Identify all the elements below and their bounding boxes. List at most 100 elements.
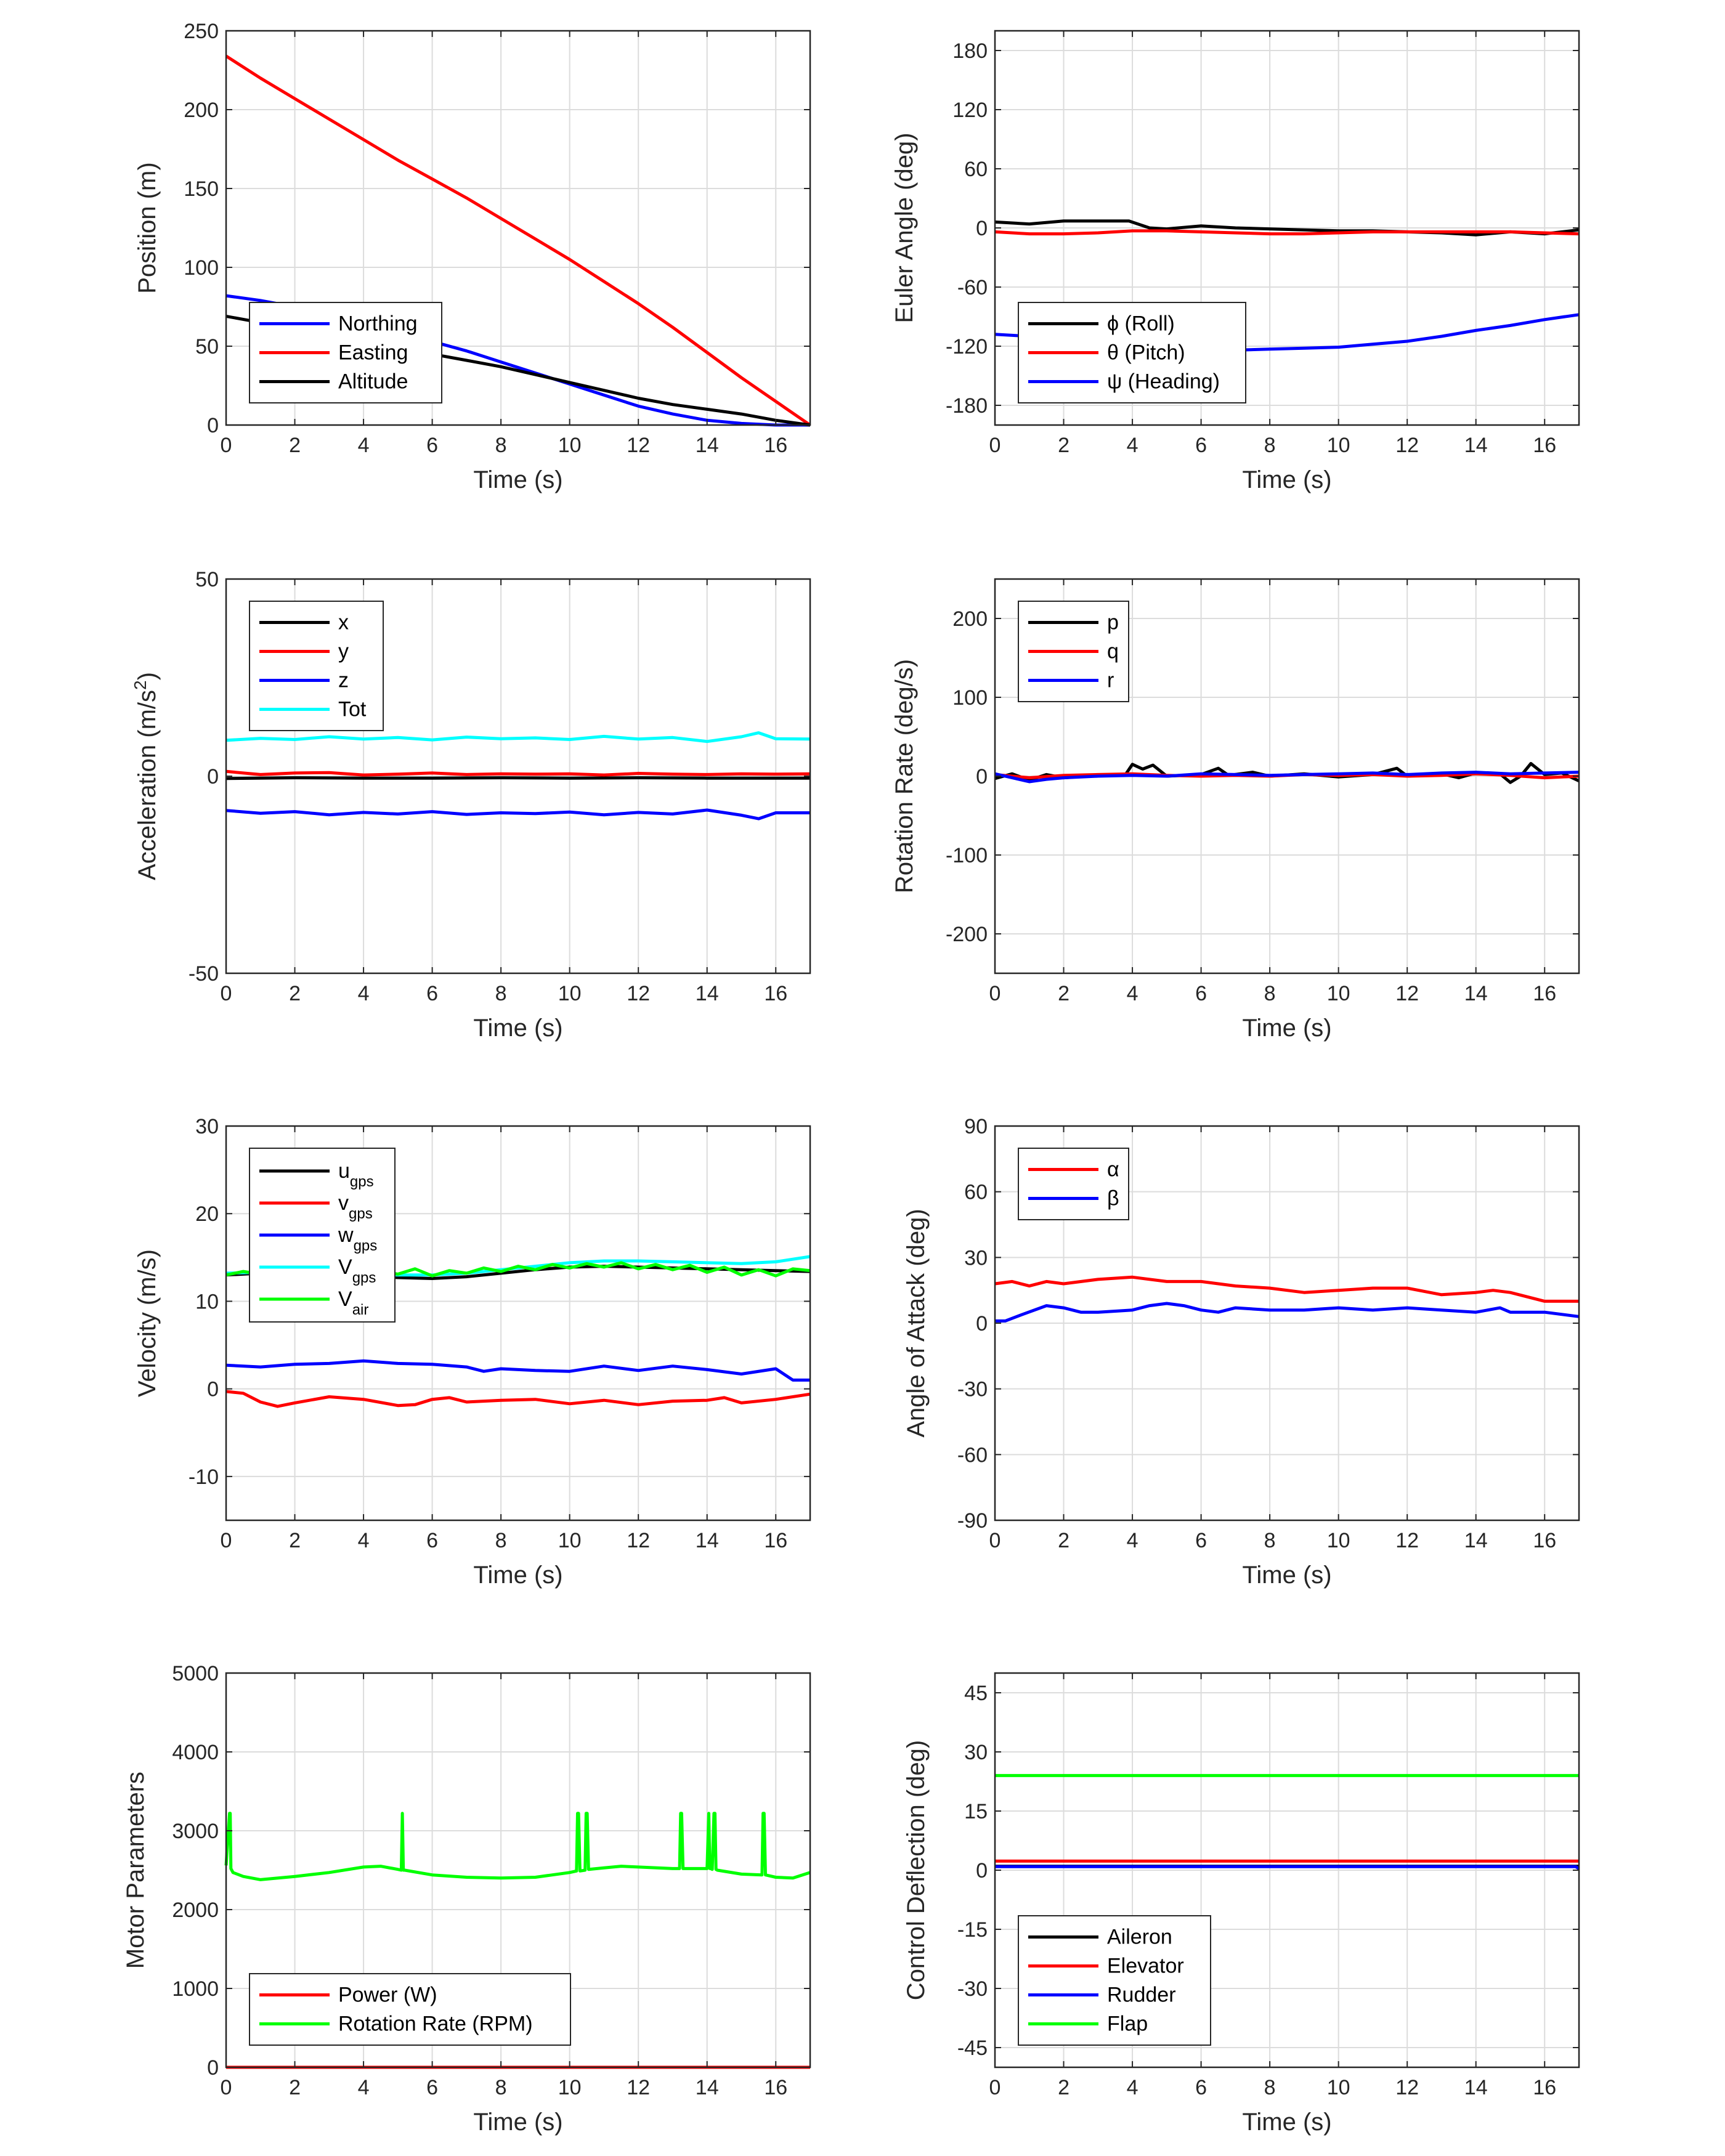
y-tick-label: -45	[957, 2036, 988, 2060]
legend-label: θ (Pitch)	[1107, 341, 1185, 365]
series-line-y	[225, 769, 811, 777]
legend: pqr	[1018, 601, 1129, 702]
y-axis-label-end: )	[134, 672, 161, 680]
legend-label: z	[338, 669, 349, 692]
x-tick-label: 10	[558, 434, 582, 457]
series-line-x	[225, 776, 810, 780]
x-tick-label: 14	[696, 434, 719, 457]
x-tick-label: 16	[1533, 434, 1556, 457]
legend-label-subscript: air	[352, 1302, 369, 1318]
chart-position: 0 2 4 6 8 10 12 14 16 0 50 100 150 200 250 Time (s) Posi…	[134, 20, 811, 493]
y-tick-label: 0	[976, 1312, 988, 1335]
y-tick-label: 0	[976, 217, 988, 240]
y-tick-label: 200	[184, 99, 219, 122]
x-tick-label: 4	[1127, 1529, 1138, 1552]
x-tick-label: 14	[696, 1529, 719, 1552]
y-tick-label: 2000	[172, 1899, 219, 1922]
x-tick-label: 0	[989, 434, 1001, 457]
legend: Power (W) Rotation Rate (RPM)	[249, 1973, 571, 2046]
x-axis-label: Time (s)	[1242, 2109, 1331, 2136]
y-tick-label: 120	[952, 99, 988, 122]
x-tick-label: 0	[989, 1529, 1001, 1552]
y-tick-label: -50	[189, 962, 219, 986]
x-tick-label: 10	[1327, 1529, 1350, 1552]
x-tick-label: 16	[1533, 1529, 1556, 1552]
x-axis-label: Time (s)	[1242, 466, 1331, 493]
legend-label: Northing	[338, 312, 418, 336]
legend: Aileron Elevator Rudder Flap	[1018, 1915, 1211, 2046]
legend-label: x	[338, 611, 349, 634]
y-tick-label: 0	[207, 414, 219, 437]
x-tick-label: 2	[289, 1529, 301, 1552]
y-tick-label: 30	[964, 1741, 988, 1764]
legend: xyz Tot	[249, 601, 384, 731]
x-tick-label: 16	[764, 2076, 787, 2099]
x-tick-label: 6	[426, 1529, 438, 1552]
y-tick-label: -120	[946, 335, 988, 359]
y-tick-label: 0	[976, 1859, 988, 1882]
y-tick-label: -200	[946, 923, 988, 946]
x-axis-label: Time (s)	[1242, 1562, 1331, 1589]
x-tick-label: 10	[1327, 434, 1350, 457]
legend-label: Easting	[338, 341, 408, 365]
legend-label-subscript: gps	[354, 1238, 378, 1254]
axes-box	[225, 1125, 811, 1522]
x-tick-label: 12	[627, 434, 650, 457]
legend-label: p	[1107, 611, 1119, 634]
x-tick-label: 6	[1195, 1529, 1207, 1552]
legend-label-subscript: gps	[349, 1206, 373, 1222]
legend: Northing Easting Altitude	[249, 302, 442, 403]
x-tick-label: 14	[1464, 2076, 1488, 2099]
legend-label: Power (W)	[338, 1984, 437, 2007]
y-tick-label: 0	[207, 1378, 219, 1401]
x-tick-label: 8	[1264, 2076, 1276, 2099]
x-tick-label: 12	[627, 982, 650, 1005]
x-tick-label: 14	[1464, 1529, 1488, 1552]
y-tick-label: 60	[964, 1181, 988, 1204]
x-tick-label: 0	[221, 1529, 232, 1552]
series-line--roll-	[994, 219, 1580, 237]
x-tick-label: 10	[558, 1529, 582, 1552]
y-tick-label: -100	[946, 844, 988, 867]
y-tick-label: 200	[952, 607, 988, 631]
x-tick-label: 6	[1195, 434, 1207, 457]
legend-label: Elevator	[1107, 1955, 1184, 1978]
legend-label: Rotation Rate (RPM)	[338, 2012, 533, 2036]
y-tick-label: 15	[964, 1800, 988, 1823]
y-tick-label: -30	[957, 1378, 988, 1401]
x-tick-label: 4	[358, 982, 370, 1005]
x-axis-label: Time (s)	[473, 466, 562, 493]
x-tick-label: 0	[221, 982, 232, 1005]
x-axis-label: Time (s)	[473, 2109, 562, 2136]
x-tick-label: 6	[426, 982, 438, 1005]
series-line-easting	[225, 54, 811, 427]
series-line--	[994, 1275, 1579, 1303]
y-axis-label: Euler Angle (deg)	[891, 132, 918, 323]
x-tick-label: 8	[495, 2076, 507, 2099]
chart-euler: 0 2 4 6 8 10 12 14 16 -180 -120 -60 0 60 120 180 Time (s…	[891, 30, 1580, 493]
y-tick-label: 250	[184, 20, 219, 43]
x-tick-label: 12	[627, 1529, 650, 1552]
legend-label: Altitude	[338, 370, 408, 394]
legend-label: Tot	[338, 698, 367, 721]
x-axis-label: Time (s)	[473, 1562, 562, 1589]
y-tick-label: 10	[195, 1290, 219, 1313]
legend-label: Flap	[1107, 2012, 1148, 2036]
chart-aoa: 0 2 4 6 8 10 12 14 16 -90 -60 -30 0 30 60 90 Time (s) Ang…	[903, 1115, 1580, 1589]
series-line--	[995, 1302, 1580, 1323]
x-axis-label: Time (s)	[1242, 1015, 1331, 1042]
y-tick-label: 20	[195, 1202, 219, 1226]
x-tick-label: 8	[495, 434, 507, 457]
y-tick-label: 100	[184, 256, 219, 280]
x-tick-label: 2	[1058, 1529, 1070, 1552]
legend-label: β	[1107, 1187, 1119, 1210]
series-line-wgps	[225, 1359, 810, 1382]
x-tick-label: 0	[221, 2076, 232, 2099]
x-tick-label: 2	[289, 434, 301, 457]
legend-label: Rudder	[1107, 1984, 1176, 2007]
x-tick-label: 10	[558, 2076, 582, 2099]
x-tick-label: 14	[696, 2076, 719, 2099]
series-line-rudder	[995, 1865, 1580, 1870]
x-tick-label: 4	[358, 1529, 370, 1552]
